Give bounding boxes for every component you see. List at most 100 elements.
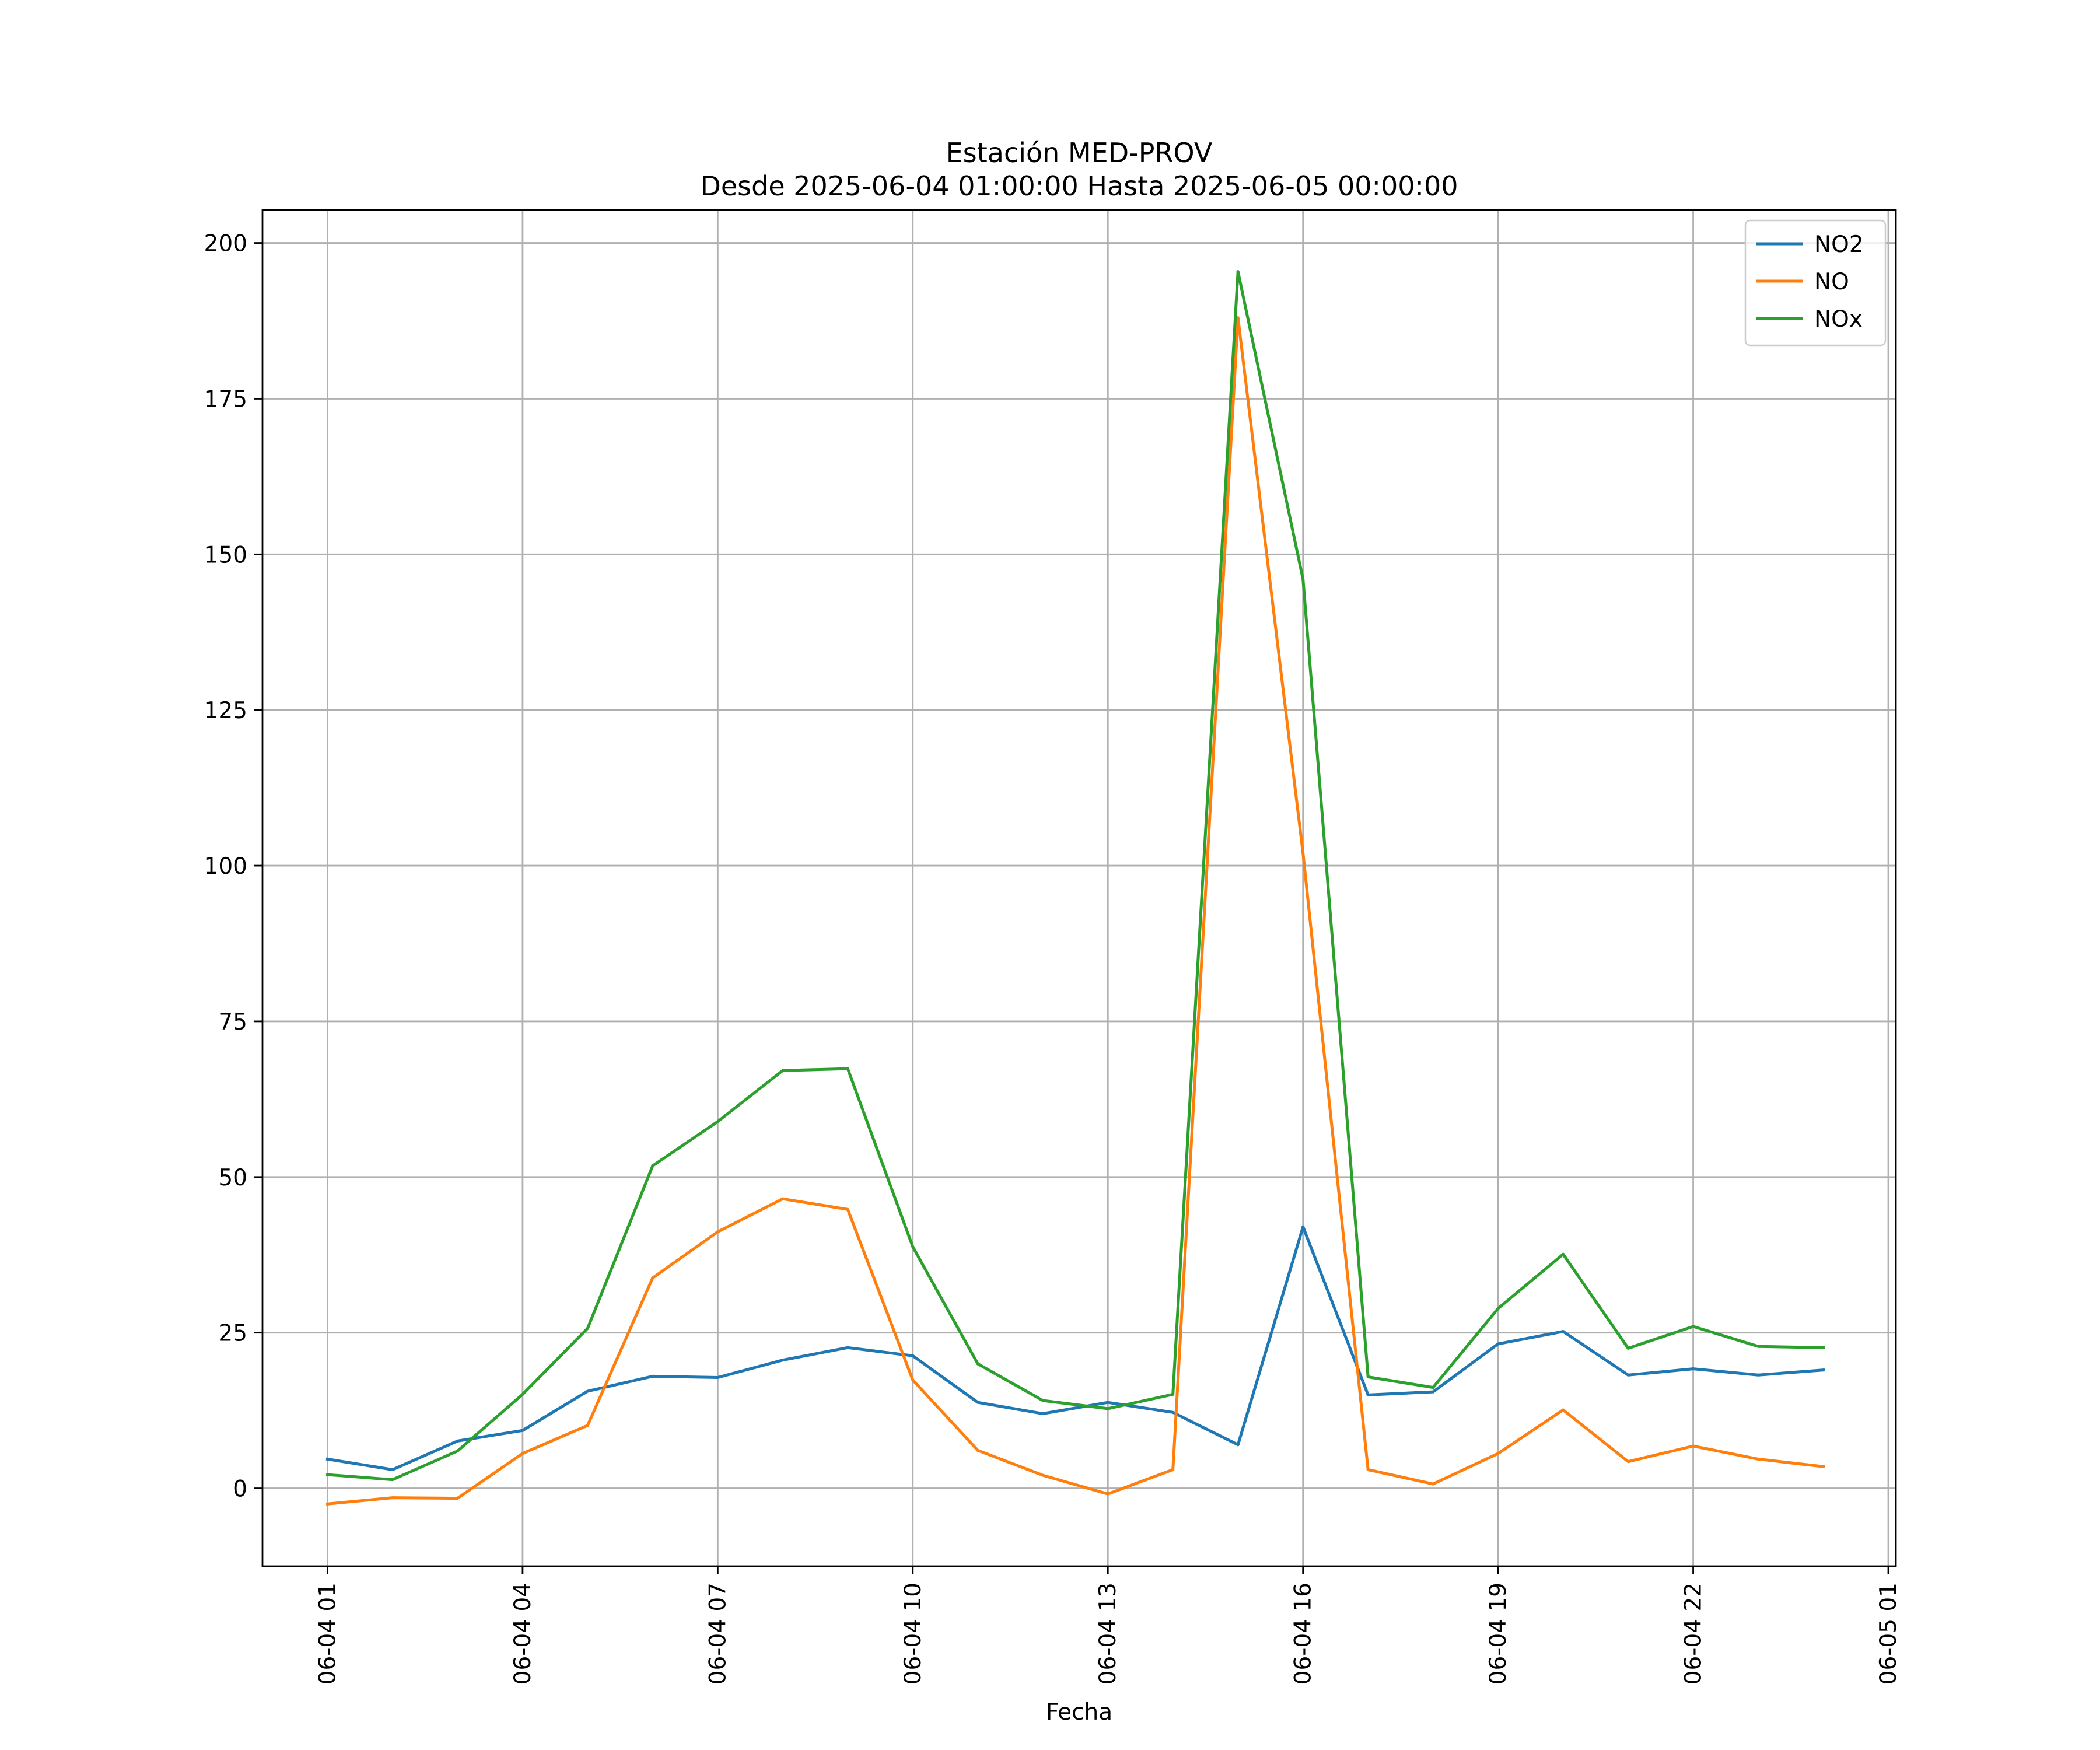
data-point-no2: [651, 1374, 654, 1378]
data-point-no: [1822, 1465, 1825, 1468]
data-point-no2: [781, 1359, 785, 1362]
data-point-no2: [911, 1354, 915, 1357]
data-point-no: [1106, 1492, 1110, 1496]
data-point-nox: [521, 1392, 524, 1396]
data-point-nox: [1496, 1307, 1500, 1310]
data-point-no: [1366, 1468, 1370, 1472]
data-point-nox: [1626, 1346, 1630, 1350]
y-tick-label: 0: [233, 1476, 247, 1503]
data-point-no2: [1301, 1225, 1305, 1228]
data-point-no2: [1106, 1401, 1110, 1404]
x-tick-label: 06-04 16: [1290, 1583, 1317, 1685]
data-point-nox: [1301, 578, 1305, 581]
data-point-no: [781, 1197, 785, 1200]
x-tick-label: 06-04 19: [1485, 1583, 1511, 1685]
y-tick-label: 200: [204, 231, 247, 257]
grid: [262, 210, 1896, 1566]
data-point-no2: [1432, 1390, 1435, 1394]
legend-label-no2: NO2: [1814, 232, 1864, 258]
data-point-nox: [1171, 1392, 1175, 1396]
data-point-no2: [1822, 1368, 1825, 1372]
data-point-no2: [391, 1468, 394, 1472]
x-tick-label: 06-05 01: [1875, 1583, 1902, 1685]
data-point-no: [1301, 852, 1305, 855]
data-point-no2: [456, 1439, 459, 1443]
data-point-no: [846, 1208, 849, 1211]
data-point-nox: [326, 1473, 329, 1476]
data-point-no2: [1366, 1393, 1370, 1396]
data-point-nox: [1756, 1345, 1760, 1348]
data-point-nox: [846, 1067, 849, 1070]
x-tick-label: 06-04 10: [900, 1583, 926, 1685]
data-point-no2: [1171, 1410, 1175, 1414]
data-point-no: [1171, 1468, 1175, 1472]
chart-subtitle: Desde 2025-06-04 01:00:00 Hasta 2025-06-…: [700, 170, 1458, 202]
y-tick-label: 125: [204, 698, 247, 724]
x-axis-label: Fecha: [1046, 1699, 1112, 1726]
data-point-no: [1756, 1457, 1760, 1461]
data-point-no: [456, 1497, 459, 1500]
series-line-no2: [326, 1225, 1825, 1471]
data-point-no: [651, 1276, 654, 1280]
y-tick-label: 150: [204, 542, 247, 568]
series-line-no: [326, 316, 1825, 1506]
data-point-no2: [1562, 1330, 1565, 1334]
x-tick-label: 06-04 01: [314, 1583, 341, 1685]
data-point-nox: [1432, 1386, 1435, 1390]
data-point-nox: [781, 1069, 785, 1072]
data-point-no: [1432, 1482, 1435, 1486]
y-tick-label: 175: [204, 386, 247, 412]
data-point-no2: [846, 1346, 849, 1349]
data-point-nox: [456, 1450, 459, 1453]
data-point-no2: [1041, 1412, 1045, 1415]
data-point-nox: [1041, 1399, 1045, 1402]
data-point-no: [1041, 1474, 1045, 1477]
data-point-nox: [1106, 1407, 1110, 1410]
data-point-nox: [651, 1164, 654, 1168]
data-point-nox: [1236, 270, 1240, 274]
x-tick-label: 06-04 07: [705, 1583, 731, 1685]
data-point-nox: [911, 1245, 915, 1248]
data-point-no: [1692, 1444, 1695, 1448]
data-point-no2: [326, 1457, 329, 1461]
data-point-no: [521, 1452, 524, 1455]
plot-frame: [261, 209, 1897, 1567]
data-point-nox: [716, 1120, 719, 1124]
data-point-no: [1236, 316, 1240, 320]
data-point-no: [586, 1424, 589, 1427]
data-point-nox: [1692, 1325, 1695, 1328]
data-point-no2: [1626, 1373, 1630, 1377]
data-point-no: [326, 1502, 329, 1506]
data-point-no2: [1496, 1342, 1500, 1346]
data-point-nox: [1822, 1346, 1825, 1349]
data-point-no2: [1236, 1443, 1240, 1447]
data-point-no2: [521, 1429, 524, 1432]
data-point-nox: [586, 1326, 589, 1330]
legend-label-no: NO: [1814, 269, 1849, 295]
y-tick-label: 50: [218, 1165, 247, 1191]
legend: NO2 NO NOx: [1744, 219, 1887, 346]
y-tick-label: 25: [218, 1321, 247, 1347]
legend-box: [1744, 219, 1887, 346]
data-point-no: [1626, 1460, 1630, 1464]
data-point-no: [716, 1230, 719, 1234]
data-point-nox: [1562, 1252, 1565, 1256]
data-point-no2: [1756, 1373, 1760, 1377]
data-point-no2: [976, 1401, 979, 1404]
y-tick-label: 75: [218, 1009, 247, 1035]
data-point-no2: [1692, 1367, 1695, 1371]
x-tick-label: 06-04 04: [510, 1583, 536, 1685]
data-point-no2: [716, 1376, 719, 1380]
data-point-no: [976, 1448, 979, 1452]
series-line-nox: [326, 270, 1825, 1482]
data-point-no: [1496, 1452, 1500, 1455]
series-layer: [326, 270, 1825, 1506]
data-point-no: [911, 1378, 915, 1382]
data-point-no2: [586, 1390, 589, 1393]
data-point-nox: [1366, 1375, 1370, 1378]
y-tick-label: 100: [204, 853, 247, 880]
legend-label-nox: NOx: [1814, 306, 1863, 332]
data-point-nox: [976, 1362, 979, 1366]
x-tick-label: 06-04 22: [1681, 1583, 1707, 1685]
